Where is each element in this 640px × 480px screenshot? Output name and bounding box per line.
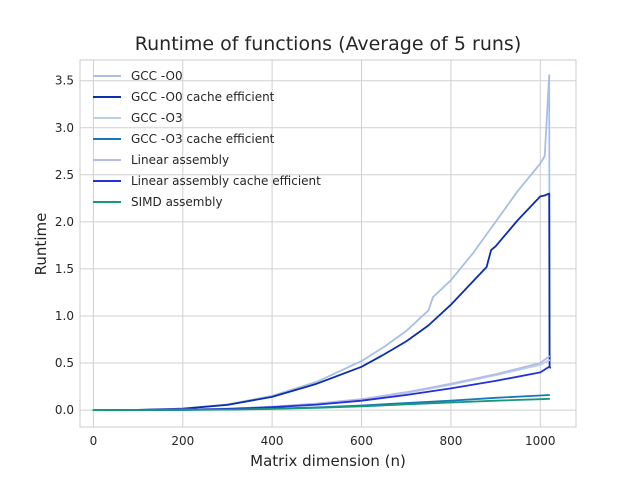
series-line-linear-assembly-cache-efficient xyxy=(92,365,551,411)
legend-label-gcc-o0: GCC -O0 xyxy=(131,69,183,83)
series-lines xyxy=(92,74,551,411)
legend-label-linear-assembly-cache-efficient: Linear assembly cache efficient xyxy=(131,174,321,188)
legend-label-linear-assembly: Linear assembly xyxy=(131,153,229,167)
tick-labels: 0 200 400 600 800 1000 0.0 0.5 1.0 1.5 2.0 2.5 3.0 3.… xyxy=(55,74,556,448)
x-tick-label: 200 xyxy=(171,434,194,448)
y-tick-label: 0.5 xyxy=(55,356,74,370)
y-axis-label: Runtime xyxy=(32,213,50,276)
x-tick-label: 600 xyxy=(350,434,373,448)
legend-label-gcc-o3: GCC -O3 xyxy=(131,111,183,125)
y-tick-label: 0.0 xyxy=(55,403,74,417)
series-line-gcc-o0 xyxy=(92,74,551,411)
x-axis-label: Matrix dimension (n) xyxy=(250,452,406,470)
x-tick-label: 0 xyxy=(90,434,98,448)
legend-label-gcc-o3-cache-efficient: GCC -O3 cache efficient xyxy=(131,132,275,146)
grid-lines xyxy=(80,60,576,427)
y-tick-label: 1.5 xyxy=(55,262,74,276)
x-tick-label: 400 xyxy=(261,434,284,448)
series-line-gcc-o0-cache-efficient xyxy=(92,192,551,411)
plot-frame xyxy=(79,59,577,428)
x-tick-label: 800 xyxy=(439,434,462,448)
y-tick-label: 3.0 xyxy=(55,121,74,135)
series-line-simd-assembly xyxy=(92,397,551,411)
legend-label-gcc-o0-cache-efficient: GCC -O0 cache efficient xyxy=(131,90,275,104)
y-tick-label: 2.5 xyxy=(55,168,74,182)
legend: GCC -O0 GCC -O0 cache efficient GCC -O3 GCC… xyxy=(93,69,321,209)
legend-label-simd-assembly: SIMD assembly xyxy=(131,195,223,209)
x-tick-label: 1000 xyxy=(525,434,556,448)
y-tick-label: 2.0 xyxy=(55,215,74,229)
chart-title: Runtime of functions (Average of 5 runs) xyxy=(135,33,521,55)
y-tick-label: 3.5 xyxy=(55,74,74,88)
y-tick-label: 1.0 xyxy=(55,309,74,323)
